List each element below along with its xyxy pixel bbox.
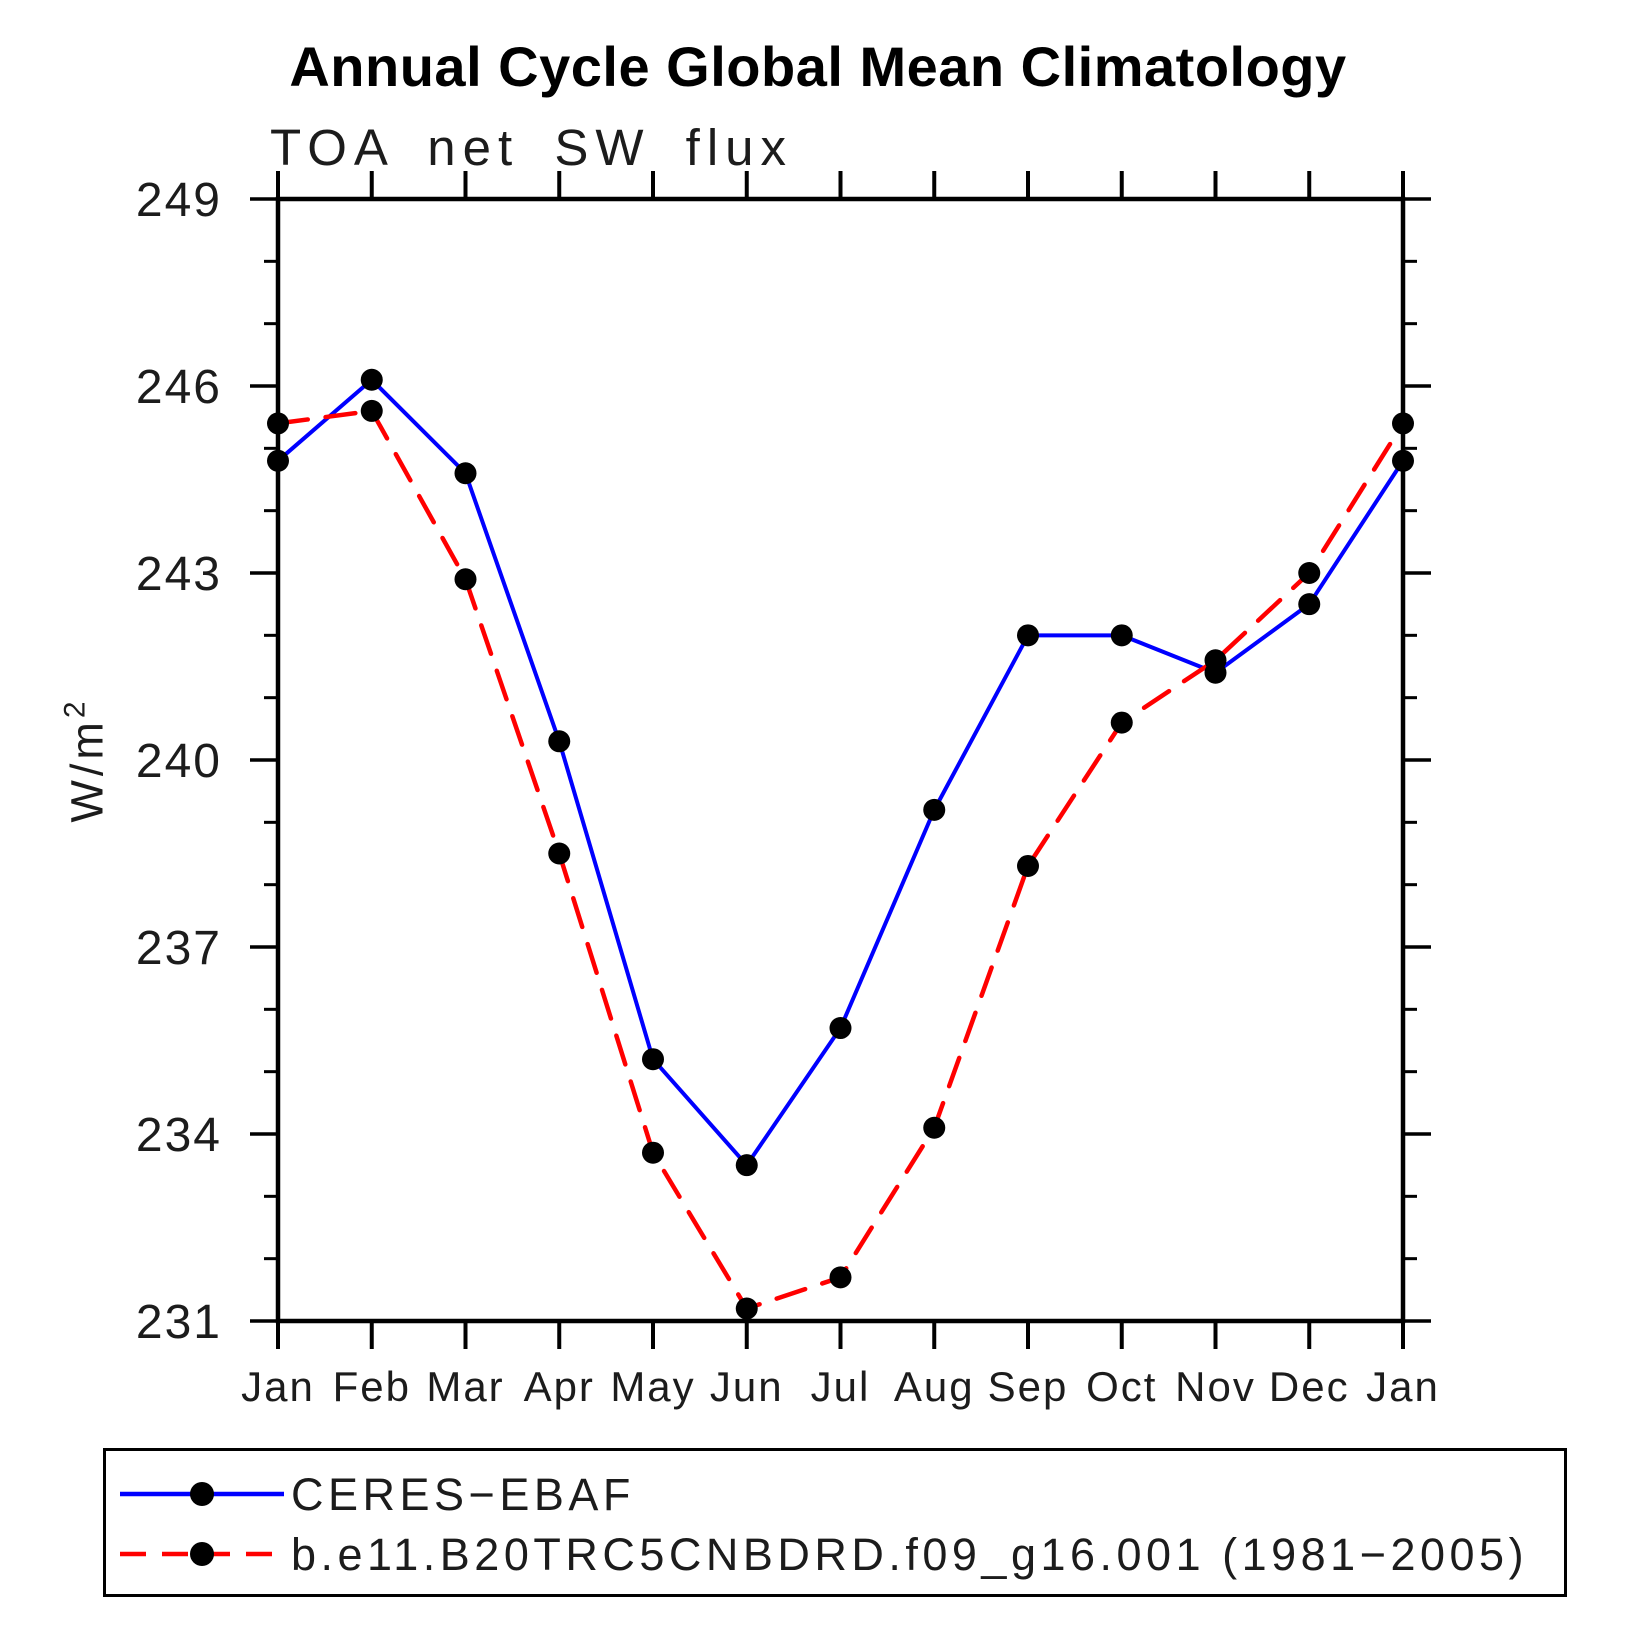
- plot-frame: [275, 196, 1406, 1324]
- legend-line-sample-solid: [120, 1482, 284, 1506]
- data-point-marker-series-1: [548, 842, 571, 865]
- x-axis-tick-label: Feb: [333, 1363, 411, 1410]
- data-point-marker-series-0: [454, 462, 477, 485]
- data-point-marker-series-1: [829, 1266, 852, 1289]
- legend-line-sample-dashed: [120, 1542, 284, 1566]
- legend-row-1: b.e11.B20TRC5CNBDRD.f09_g16.001 (1981−20…: [118, 1524, 1564, 1584]
- x-axis-tick-label: May: [610, 1363, 695, 1410]
- y-axis-tick-label: 234: [136, 1109, 222, 1162]
- data-point-marker-series-1: [642, 1141, 664, 1164]
- series-line-0: [276, 377, 1405, 1168]
- x-axis-tick-label: Jan: [1366, 1363, 1440, 1410]
- x-axis-tick-label: Jan: [241, 1363, 315, 1410]
- data-point-marker-series-0: [548, 730, 571, 753]
- x-axis-tick-label: Jul: [811, 1363, 871, 1410]
- data-point-marker-series-0: [735, 1154, 758, 1177]
- legend-marker-dot: [190, 1542, 214, 1566]
- x-axis-tick-label: Dec: [1269, 1363, 1350, 1410]
- y-axis-tick-label: 246: [136, 361, 222, 414]
- legend-row-0: CERES−EBAF: [118, 1464, 1564, 1524]
- data-point-marker-series-0: [360, 368, 383, 391]
- legend-label: CERES−EBAF: [291, 1468, 635, 1520]
- data-point-marker-series-0: [923, 798, 946, 821]
- data-point-marker-series-0: [1392, 449, 1414, 472]
- x-axis-tick-label: Sep: [988, 1363, 1069, 1410]
- y-axis-tick-label: 231: [136, 1296, 222, 1349]
- y-axis-tick-label: 237: [136, 922, 222, 975]
- x-axis-tick-label: Oct: [1086, 1363, 1157, 1410]
- data-point-marker-series-1: [735, 1297, 758, 1320]
- chart-title: Annual Cycle Global Mean Climatology: [289, 35, 1347, 98]
- chart-subtitle: TOA net SW flux: [270, 119, 794, 176]
- data-point-marker-series-0: [642, 1048, 664, 1071]
- data-point-marker-series-0: [1017, 624, 1039, 647]
- legend-marker-dot: [190, 1482, 214, 1506]
- x-axis-tick-label: Mar: [426, 1363, 504, 1410]
- data-point-marker-series-1: [923, 1116, 946, 1139]
- data-point-marker-series-1: [360, 399, 383, 422]
- data-point-marker-series-0: [829, 1017, 852, 1040]
- y-axis-tick-label: 243: [136, 548, 222, 601]
- x-axis-tick-label: Aug: [894, 1363, 975, 1410]
- y-axis-tick-label: 249: [136, 174, 222, 227]
- x-axis-tick-label: Apr: [524, 1363, 595, 1410]
- data-point-marker-series-1: [1204, 649, 1227, 672]
- x-axis-tick-label: Nov: [1175, 1363, 1256, 1410]
- legend-label: b.e11.B20TRC5CNBDRD.f09_g16.001 (1981−20…: [291, 1528, 1529, 1580]
- data-point-marker-series-0: [1298, 593, 1321, 616]
- legend-box: CERES−EBAF b.e11.B20TRC5CNBDRD.f09_g16.00…: [103, 1448, 1567, 1597]
- data-point-marker-series-1: [454, 568, 477, 591]
- x-axis-tick-label: Jun: [710, 1363, 784, 1410]
- y-axis-tick-label: 240: [136, 735, 222, 788]
- data-point-marker-series-1: [1392, 412, 1414, 435]
- data-point-marker-series-1: [1017, 854, 1039, 877]
- data-point-marker-series-0: [1110, 624, 1133, 647]
- data-point-marker-series-1: [1110, 711, 1133, 734]
- data-point-marker-series-1: [1298, 562, 1321, 584]
- data-point-marker-series-1: [267, 412, 289, 435]
- data-point-marker-series-0: [267, 449, 289, 472]
- series-line-1: [275, 408, 1406, 1311]
